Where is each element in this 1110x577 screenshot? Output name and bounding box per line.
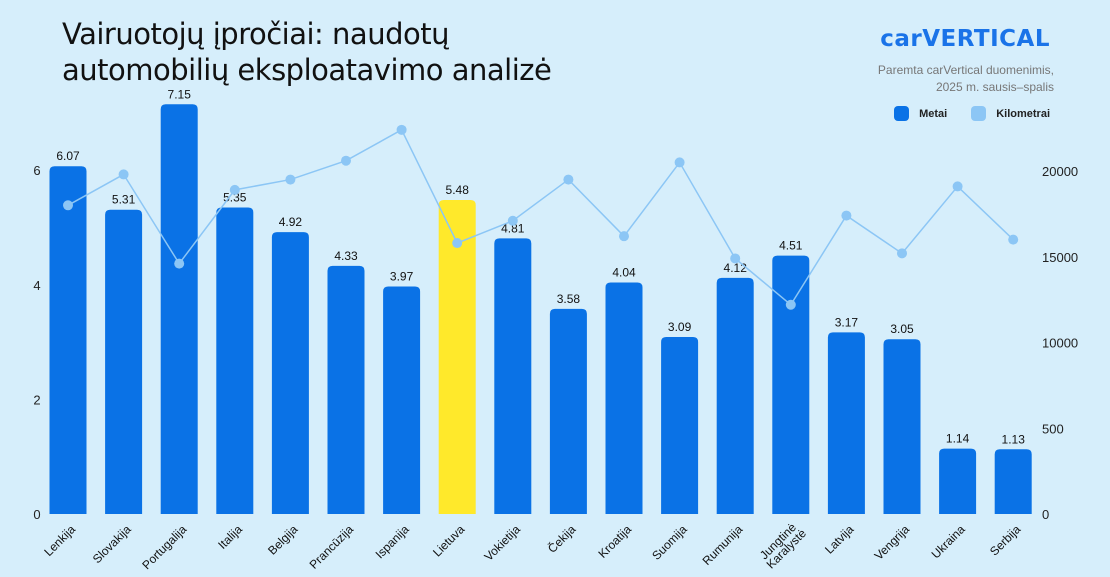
x-tick-label: Slovakija <box>90 522 134 566</box>
right-axis-tick: 15000 <box>1042 250 1078 265</box>
x-tick-label: Kroatija <box>595 522 634 561</box>
bar-Italija <box>216 207 254 514</box>
bar-value-label: 1.14 <box>946 432 970 446</box>
x-tick-label: Vengrija <box>872 522 913 563</box>
bar-Ispanija <box>383 286 421 514</box>
x-tick-label: Italija <box>215 522 245 552</box>
bar-value-label: 3.17 <box>835 315 859 329</box>
kilometrai-point-Kroatija <box>619 231 629 242</box>
x-tick-label: Rumunija <box>700 522 746 568</box>
kilometrai-point-Ukraina <box>952 181 963 192</box>
carvertical-logo: carVERTICAL <box>880 26 1050 52</box>
x-tick-label: Vokietija <box>481 522 523 564</box>
kilometrai-point-Portugalija <box>174 258 185 269</box>
bar-Suomija <box>661 336 699 514</box>
kilometrai-point-Latvija <box>841 210 852 221</box>
legend-label-kilometrai: Kilometrai <box>996 107 1050 120</box>
x-tick-label: Serbija <box>987 522 1024 559</box>
bar-Portugalija <box>160 104 198 515</box>
bar-value-label: 1.13 <box>1002 432 1026 446</box>
bar-Rumunija <box>716 277 754 514</box>
x-tick-label: Lenkija <box>41 522 78 559</box>
kilometrai-point-Jungtinė Karalystė <box>785 299 796 310</box>
kilometrai-point-Belgija <box>285 174 296 185</box>
right-axis-tick: 500 <box>1042 421 1064 436</box>
bar-value-label: 7.15 <box>168 87 192 101</box>
bar-value-label: 3.09 <box>668 320 692 334</box>
bar-value-label: 4.04 <box>612 266 636 280</box>
kilometrai-point-Slovakija <box>118 169 129 180</box>
kilometrai-point-Serbija <box>1008 234 1019 245</box>
title-line-1: Vairuotojų įpročiai: naudotų <box>62 17 449 51</box>
legend-item-metai: Metai <box>894 106 947 121</box>
kilometrai-point-Italija <box>229 184 240 195</box>
bar-Kroatija <box>605 282 643 514</box>
x-tick-label: Lietuva <box>430 522 467 559</box>
bar-value-label: 5.35 <box>223 190 247 204</box>
left-axis-tick: 4 <box>33 278 40 293</box>
bar-value-label: 4.81 <box>501 221 525 235</box>
bar-Vengrija <box>883 339 921 514</box>
legend-swatch-kilometrai <box>971 106 987 121</box>
bar-value-label: 4.33 <box>334 249 358 263</box>
bar-Jungtinė Karalystė <box>772 255 810 514</box>
bar-value-label: 3.97 <box>390 270 414 284</box>
kilometrai-point-Rumunija <box>730 253 741 264</box>
kilometrai-point-Suomija <box>674 157 685 168</box>
x-tick-label: Čekija <box>544 521 578 555</box>
bar-value-label: 6.07 <box>56 149 80 163</box>
source-line-2: 2025 m. sausis–spalis <box>935 80 1054 94</box>
bar-Lietuva <box>438 199 476 514</box>
x-tick-label: Ukraina <box>929 522 968 561</box>
right-axis-tick: 20000 <box>1042 164 1078 179</box>
legend-label-metai: Metai <box>919 107 948 120</box>
kilometrai-point-Prancūzija <box>341 155 351 166</box>
bar-Lenkija <box>49 166 87 514</box>
x-tick-label: Prancūzija <box>307 522 357 572</box>
bar-value-label: 4.51 <box>779 239 803 253</box>
bar-Latvija <box>827 332 865 514</box>
bar-Belgija <box>271 232 309 515</box>
bar-value-label: 4.92 <box>279 215 303 229</box>
kilometrai-line <box>67 128 1014 306</box>
left-axis-tick: 2 <box>33 392 40 407</box>
legend: Metai Kilometrai <box>894 106 1050 121</box>
x-tick-label: Portugalija <box>139 522 189 572</box>
title-line-2: automobilių eksploatavimo analizė <box>62 53 552 87</box>
x-tick-label: Suomija <box>649 522 690 563</box>
bar-value-label: 5.31 <box>112 193 136 207</box>
kilometrai-point-Ispanija <box>396 124 407 135</box>
x-tick-label: Ispanija <box>373 522 412 561</box>
bar-Ukraina <box>939 448 977 514</box>
bar-Čekija <box>549 308 587 514</box>
bar-value-label: 3.58 <box>557 292 581 306</box>
bar-Serbija <box>994 449 1032 514</box>
x-tick-label: Belgija <box>265 522 301 558</box>
chart-title: Vairuotojų įpročiai: naudotų automobilių… <box>62 16 552 88</box>
kilometrai-point-Lietuva <box>452 238 463 249</box>
right-axis-tick: 10000 <box>1042 336 1078 351</box>
kilometrai-point-Vokietija <box>507 215 518 226</box>
right-axis-tick: 0 <box>1042 507 1049 522</box>
x-tick-label: Latvija <box>822 522 857 557</box>
bar-value-label: 5.48 <box>446 183 470 197</box>
source-line-1: Paremta carVertical duomenimis, <box>877 63 1054 77</box>
left-axis-tick: 6 <box>33 163 40 178</box>
legend-swatch-metai <box>894 106 910 121</box>
bar-Slovakija <box>105 209 143 514</box>
kilometrai-point-Vengrija <box>897 248 907 259</box>
bar-value-label: 3.05 <box>890 322 914 336</box>
left-axis-tick: 0 <box>33 507 40 522</box>
kilometrai-point-Lenkija <box>63 200 73 211</box>
bar-Vokietija <box>494 238 532 514</box>
bar-Prancūzija <box>327 265 365 514</box>
legend-item-kilometrai: Kilometrai <box>971 106 1050 121</box>
source-note: Paremta carVertical duomenimis, 2025 m. … <box>878 62 1054 96</box>
kilometrai-point-Čekija <box>563 174 574 185</box>
